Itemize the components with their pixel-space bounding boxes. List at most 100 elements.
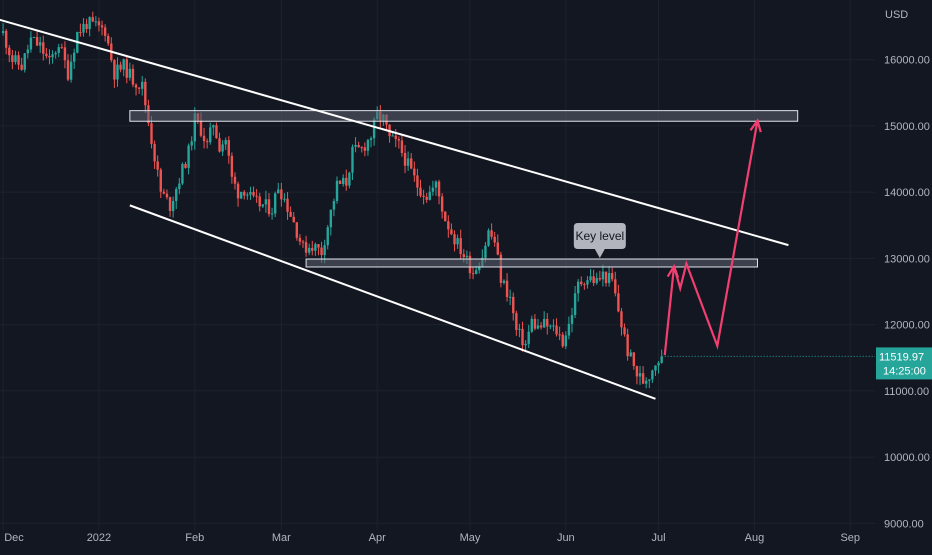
- last-price-badge: 11519.97 14:25:00: [876, 347, 932, 380]
- candle-body: [91, 17, 94, 22]
- candle-body: [335, 180, 339, 202]
- candle-body: [283, 198, 286, 200]
- candle-body: [199, 120, 203, 136]
- candle-body: [360, 147, 363, 149]
- candle-body: [462, 254, 465, 258]
- candle-body: [391, 135, 394, 137]
- candle-body: [474, 270, 478, 274]
- candle-body: [73, 52, 76, 62]
- candle-body: [561, 334, 564, 347]
- candle-body: [518, 328, 521, 330]
- lower-channel-line: [129, 204, 656, 400]
- time-tick-label: 2022: [87, 532, 111, 544]
- candle-body: [403, 152, 407, 166]
- candle-body: [162, 191, 166, 194]
- candle-body: [153, 143, 156, 162]
- candle-body: [261, 204, 265, 207]
- candle-body: [264, 199, 268, 205]
- candle-body: [17, 55, 20, 65]
- candle-body: [159, 169, 162, 192]
- candle-body: [654, 365, 657, 371]
- candle-body: [459, 238, 462, 255]
- candle-body: [567, 323, 571, 336]
- candle-body: [193, 113, 196, 142]
- time-tick-label: Jul: [652, 532, 666, 544]
- price-tick-label: 15000.00: [884, 121, 930, 133]
- candle-body: [273, 193, 277, 214]
- callout-bubble: [573, 223, 626, 259]
- candle-body: [345, 177, 348, 186]
- candle-body: [323, 245, 326, 256]
- candle-body: [168, 197, 172, 212]
- candle-body: [134, 84, 138, 88]
- candle-body: [42, 42, 45, 54]
- candle-body: [533, 318, 537, 329]
- candle-body: [542, 318, 546, 328]
- candle-body: [524, 343, 527, 346]
- candle-body: [329, 209, 333, 228]
- candle-body: [326, 227, 329, 246]
- candle-body: [354, 144, 357, 147]
- candle-body: [150, 123, 153, 144]
- candle-body: [48, 55, 51, 58]
- bar-countdown: 14:25:00: [883, 365, 926, 377]
- candle-body: [549, 325, 552, 327]
- last-price-value: 11519.97: [879, 351, 924, 363]
- candle-body: [165, 193, 169, 198]
- candle-body: [363, 147, 367, 151]
- candle-body: [267, 199, 271, 215]
- candle-body: [357, 144, 360, 148]
- candle-body: [82, 23, 85, 33]
- candle-body: [218, 138, 221, 152]
- candle-body: [137, 87, 141, 89]
- price-axis[interactable]: USD 16000.00 15000.00 14000.00 13000.00 1200…: [884, 9, 930, 530]
- candle-body: [295, 222, 299, 238]
- candle-body: [607, 273, 611, 284]
- candle-body: [107, 35, 110, 44]
- projection-arrow-path: [663, 120, 759, 356]
- candle-body: [558, 334, 561, 336]
- candle-body: [38, 42, 42, 46]
- candle-body: [4, 30, 8, 48]
- candle-body: [648, 379, 651, 381]
- candle-body: [103, 27, 107, 36]
- candle-body: [471, 273, 475, 275]
- candle-body: [54, 52, 57, 55]
- time-tick-label: Mar: [272, 532, 291, 544]
- price-tick-label: 9000.00: [884, 518, 924, 530]
- time-tick-label: Aug: [745, 532, 765, 544]
- candle-body: [425, 196, 428, 200]
- candle-body: [249, 191, 252, 195]
- candle-body: [490, 230, 493, 237]
- candle-body: [35, 37, 39, 46]
- key-level-callout: Key level: [573, 223, 626, 259]
- last-price-badge-bg: [876, 347, 932, 380]
- time-axis[interactable]: Dec 2022 Feb Mar Apr May Jun Jul Aug Sep: [4, 532, 860, 544]
- candle-body: [614, 279, 617, 294]
- candle-body: [8, 47, 11, 56]
- candle-body: [239, 191, 243, 199]
- candle-body: [286, 198, 289, 212]
- candle-body: [338, 180, 342, 184]
- candle-body: [171, 201, 175, 212]
- candle-body: [400, 140, 404, 153]
- candle-body: [88, 17, 91, 30]
- candle-body: [63, 47, 67, 61]
- candle-body: [508, 296, 512, 298]
- candle-body: [270, 213, 274, 215]
- candle-body: [100, 25, 104, 28]
- candle-body: [1, 30, 5, 34]
- candle-body: [635, 366, 639, 377]
- candle-body: [499, 254, 503, 283]
- candle-body: [546, 318, 549, 327]
- candle-body: [304, 242, 308, 253]
- candle-body: [178, 183, 181, 190]
- candle-body: [113, 60, 116, 80]
- candle-body: [85, 23, 88, 30]
- candle-body: [307, 247, 311, 253]
- candle-body: [444, 211, 447, 222]
- candle-body: [131, 68, 135, 85]
- candle-body: [79, 31, 82, 33]
